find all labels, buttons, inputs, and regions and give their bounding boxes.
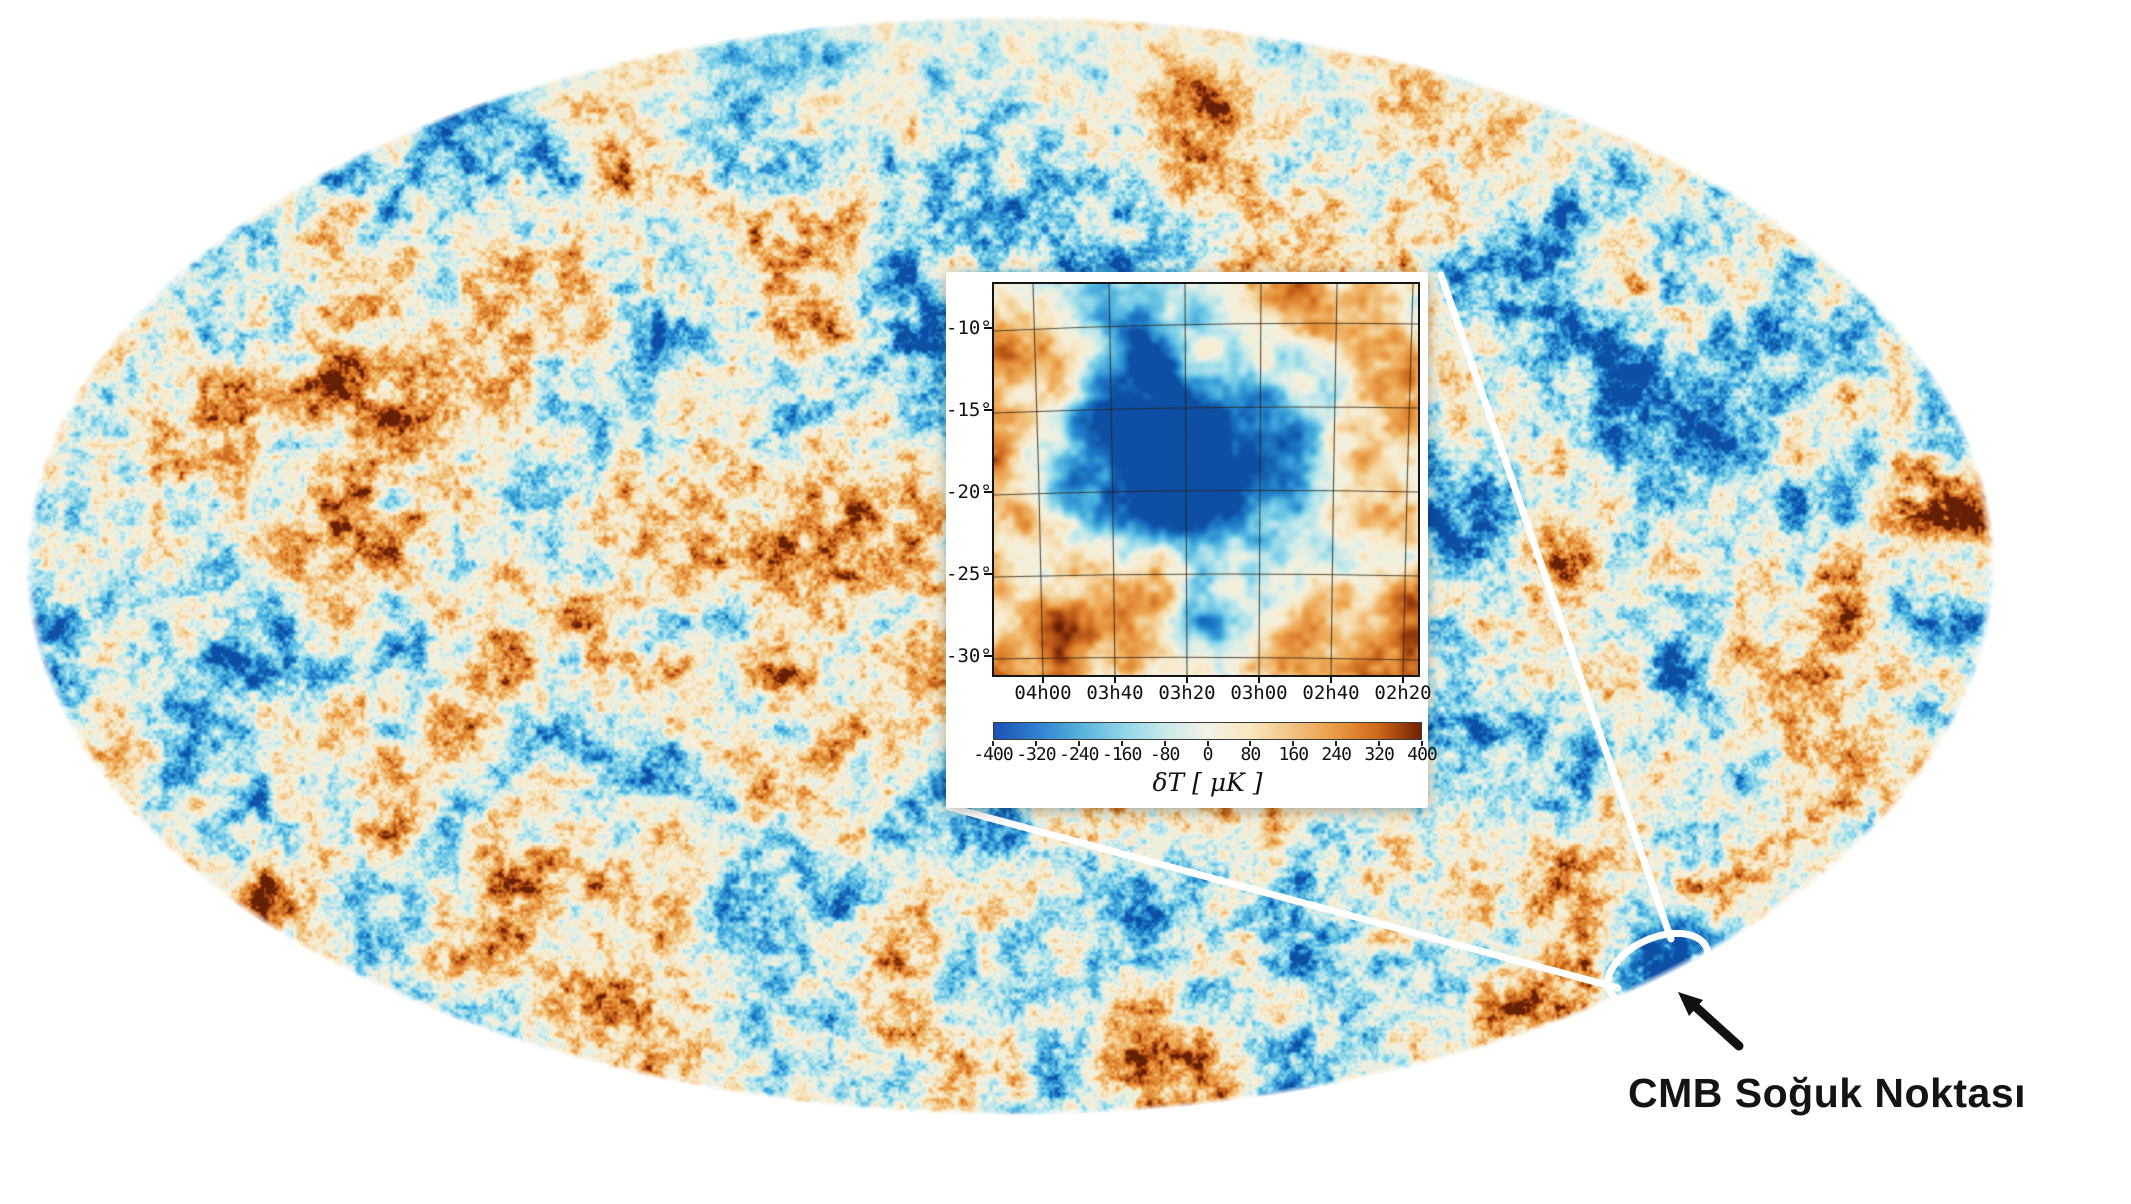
callout-line-top [1437,271,1675,943]
callout-line-bottom [945,803,1622,992]
colorbar-tick-label: -240 [1059,744,1099,765]
x-tick-label: 02h20 [1374,682,1432,704]
colorbar-tick-label: 160 [1278,744,1310,765]
y-tick-mark [984,409,992,411]
y-tick-label: -10° [946,317,992,339]
x-tick-mark [1258,675,1260,683]
y-tick-label: -20° [946,481,992,503]
colorbar-tick-mark [1249,741,1252,746]
colorbar-tick-label: -320 [1016,744,1056,765]
colorbar-tick-mark [1421,741,1423,746]
inset-map-canvas [994,284,1418,675]
inset-panel: -10° -15° -20° -25° -30° 04h00 03h40 03h20 03h0… [946,272,1438,808]
x-tick-label: 02h40 [1302,682,1360,704]
x-tick-mark [1402,675,1404,683]
colorbar-title: δT [ μK ] [1152,768,1263,797]
colorbar-tick-label: 0 [1202,744,1214,765]
colorbar-tick-mark [1120,741,1123,746]
cold-spot-label: CMB Soğuk Noktası [1628,1070,2027,1116]
y-tick-mark [984,327,992,329]
x-tick-label: 03h20 [1158,682,1216,704]
colorbar-tick-label: 240 [1321,744,1352,765]
colorbar-tick-label: 400 [1407,744,1438,765]
colorbar-tick-mark [992,741,994,746]
colorbar-tick-mark [1034,741,1037,746]
cold-spot-circle [1604,929,1712,1009]
y-tick-mark [984,573,992,575]
colorbar-tick-mark [1163,741,1166,746]
colorbar-tick-label: 320 [1364,744,1395,765]
colorbar-tick-label: -400 [973,744,1013,765]
y-tick-mark [984,491,992,493]
colorbar-tick-mark [1077,741,1080,746]
x-tick-label: 03h00 [1230,682,1288,704]
colorbar-tick-label: -80 [1149,744,1181,765]
x-tick-mark [1186,675,1188,683]
y-tick-label: -30° [946,645,992,667]
x-tick-mark [1042,675,1044,683]
y-tick-label: -25° [946,563,992,585]
y-tick-label: -15° [946,399,992,421]
colorbar-tick-mark [1292,741,1295,746]
inset-map [992,282,1420,677]
colorbar-tick-label: 80 [1240,744,1262,765]
y-tick-mark [984,655,992,657]
colorbar-gradient [993,722,1422,740]
colorbar-tick-mark [1335,741,1338,746]
colorbar-tick-mark [1378,741,1381,746]
colorbar-tick-mark [1206,741,1209,746]
colorbar-tick-label: -160 [1102,744,1142,765]
x-tick-label: 04h00 [1014,682,1072,704]
arrow-icon [1678,992,1744,1051]
x-tick-label: 03h40 [1086,682,1144,704]
x-tick-mark [1114,675,1116,683]
x-tick-mark [1330,675,1332,683]
